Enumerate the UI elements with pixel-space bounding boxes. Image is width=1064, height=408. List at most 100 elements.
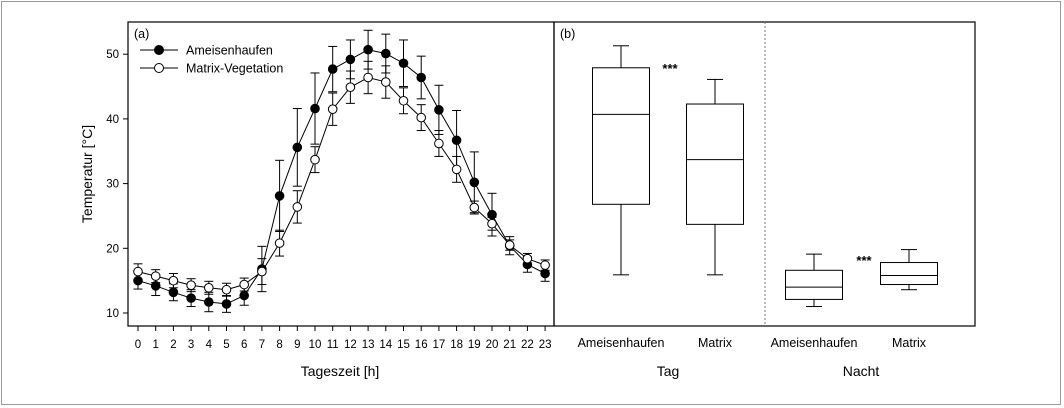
data-point-ameisenhaufen <box>168 287 179 298</box>
data-point-ameisenhaufen <box>204 297 214 307</box>
legend-label-ameisenhaufen: Ameisenhaufen <box>186 44 273 58</box>
data-point-ameisenhaufen <box>469 177 480 188</box>
x-tick-label: 1 <box>152 339 158 351</box>
y-tick-label: 10 <box>106 308 119 320</box>
x-tick-label: 23 <box>539 339 552 351</box>
box-tag-ameisenhaufen <box>592 67 650 205</box>
group-label-nacht: Nacht <box>843 363 880 379</box>
x-tick-label: 16 <box>415 339 428 351</box>
data-point-ameisenhaufen <box>310 103 320 114</box>
y-tick-label: 50 <box>106 49 119 61</box>
panel-a-y-axis-label: Temperatur [°C] <box>79 125 95 223</box>
x-tick-label: 7 <box>259 339 265 351</box>
significance-label-nacht: *** <box>856 253 872 268</box>
box-label-nacht-ameisenhaufen: Ameisenhaufen <box>771 336 858 350</box>
data-point-matrix-vegetation <box>469 202 480 213</box>
x-tick-label: 5 <box>223 339 229 351</box>
data-point-ameisenhaufen <box>274 191 285 201</box>
data-point-ameisenhaufen <box>133 275 143 286</box>
x-tick-label: 20 <box>486 339 499 351</box>
series-line-ameisenhaufen <box>137 49 546 305</box>
panel-a-label: (a) <box>134 27 149 41</box>
data-point-matrix-vegetation <box>310 154 320 165</box>
x-tick-label: 21 <box>503 339 516 351</box>
legend-marker-ameisenhaufen <box>154 45 164 55</box>
panel-a-plot-area <box>133 29 550 313</box>
data-point-matrix-vegetation <box>274 238 285 248</box>
data-point-ameisenhaufen <box>381 48 391 59</box>
panel-a-x-axis: 0 1 2 3 4 5 6 7 8 9 10 11 12 13 14 15 16 17 18 19 20 21 22 23 <box>135 326 552 351</box>
data-point-ameisenhaufen <box>434 105 444 115</box>
box-nacht-ameisenhaufen <box>785 269 843 300</box>
panel-a-y-axis: 10 20 30 40 50 <box>106 49 128 320</box>
data-point-ameisenhaufen <box>239 290 249 301</box>
x-tick-label: 19 <box>468 339 481 351</box>
x-tick-label: 11 <box>327 339 339 351</box>
x-tick-label: 13 <box>362 339 375 351</box>
x-tick-label: 17 <box>433 339 446 351</box>
data-point-matrix-vegetation <box>451 164 462 175</box>
x-tick-label: 15 <box>397 339 410 351</box>
panel-b-label: (b) <box>560 27 575 41</box>
x-tick-label: 12 <box>344 339 357 351</box>
group-label-tag: Tag <box>657 363 680 379</box>
data-point-matrix-vegetation <box>381 77 391 87</box>
box-label-tag-matrix: Matrix <box>698 336 733 350</box>
box-label-nacht-matrix: Matrix <box>892 336 927 350</box>
legend-marker-matrix-vegetation <box>154 63 164 73</box>
data-point-matrix-vegetation <box>150 271 161 281</box>
data-point-matrix-vegetation <box>327 104 338 114</box>
x-tick-label: 18 <box>450 339 463 351</box>
box-tag-matrix <box>686 103 744 225</box>
x-tick-label: 2 <box>170 339 176 351</box>
y-tick-label: 30 <box>106 179 119 191</box>
data-point-ameisenhaufen <box>327 64 338 74</box>
data-point-matrix-vegetation <box>434 138 444 149</box>
x-tick-label: 4 <box>206 339 213 351</box>
data-point-matrix-vegetation <box>257 266 267 277</box>
data-point-ameisenhaufen <box>221 299 232 309</box>
x-tick-label: 6 <box>241 339 247 351</box>
x-tick-label: 22 <box>521 339 534 351</box>
data-point-ameisenhaufen <box>451 135 462 146</box>
data-point-matrix-vegetation <box>504 240 515 250</box>
data-point-matrix-vegetation <box>292 202 303 212</box>
data-point-matrix-vegetation <box>540 260 550 270</box>
x-tick-label: 10 <box>309 339 322 351</box>
panel-b-plot-area: Ameisenhaufen Matrix *** Tag Ameisenhaufen Ma… <box>578 45 938 379</box>
data-point-matrix-vegetation <box>221 284 232 295</box>
data-point-ameisenhaufen <box>345 54 356 65</box>
data-point-ameisenhaufen <box>292 142 303 153</box>
x-tick-label: 0 <box>135 339 141 351</box>
data-point-matrix-vegetation <box>522 253 533 264</box>
data-point-matrix-vegetation <box>133 266 143 277</box>
y-tick-label: 20 <box>106 243 119 255</box>
data-point-matrix-vegetation <box>345 82 356 92</box>
panel-a-x-axis-label: Tageszeit [h] <box>301 363 380 379</box>
data-point-ameisenhaufen <box>363 44 373 55</box>
data-point-ameisenhaufen <box>487 209 497 220</box>
box-nacht-matrix <box>880 262 938 286</box>
data-point-matrix-vegetation <box>416 112 427 123</box>
x-tick-label: 8 <box>276 339 282 351</box>
data-point-matrix-vegetation <box>398 95 409 106</box>
data-point-matrix-vegetation <box>204 282 214 293</box>
series-line-matrix-vegetation <box>137 76 546 291</box>
data-point-ameisenhaufen <box>186 293 196 303</box>
box-label-tag-ameisenhaufen: Ameisenhaufen <box>578 336 665 350</box>
data-point-matrix-vegetation <box>239 279 249 290</box>
y-tick-label: 40 <box>106 114 119 126</box>
data-point-matrix-vegetation <box>363 72 373 83</box>
data-point-ameisenhaufen <box>540 268 550 279</box>
x-tick-label: 14 <box>379 339 392 351</box>
legend-label-matrix-vegetation: Matrix-Vegetation <box>186 62 283 76</box>
data-point-ameisenhaufen <box>150 281 161 291</box>
x-tick-label: 9 <box>294 339 300 351</box>
significance-label-tag: *** <box>662 61 678 76</box>
x-tick-label: 3 <box>188 339 194 351</box>
data-point-ameisenhaufen <box>416 72 427 83</box>
legend: Ameisenhaufen Matrix-Vegetation <box>140 44 283 76</box>
data-point-matrix-vegetation <box>186 280 196 290</box>
data-point-matrix-vegetation <box>168 275 179 286</box>
